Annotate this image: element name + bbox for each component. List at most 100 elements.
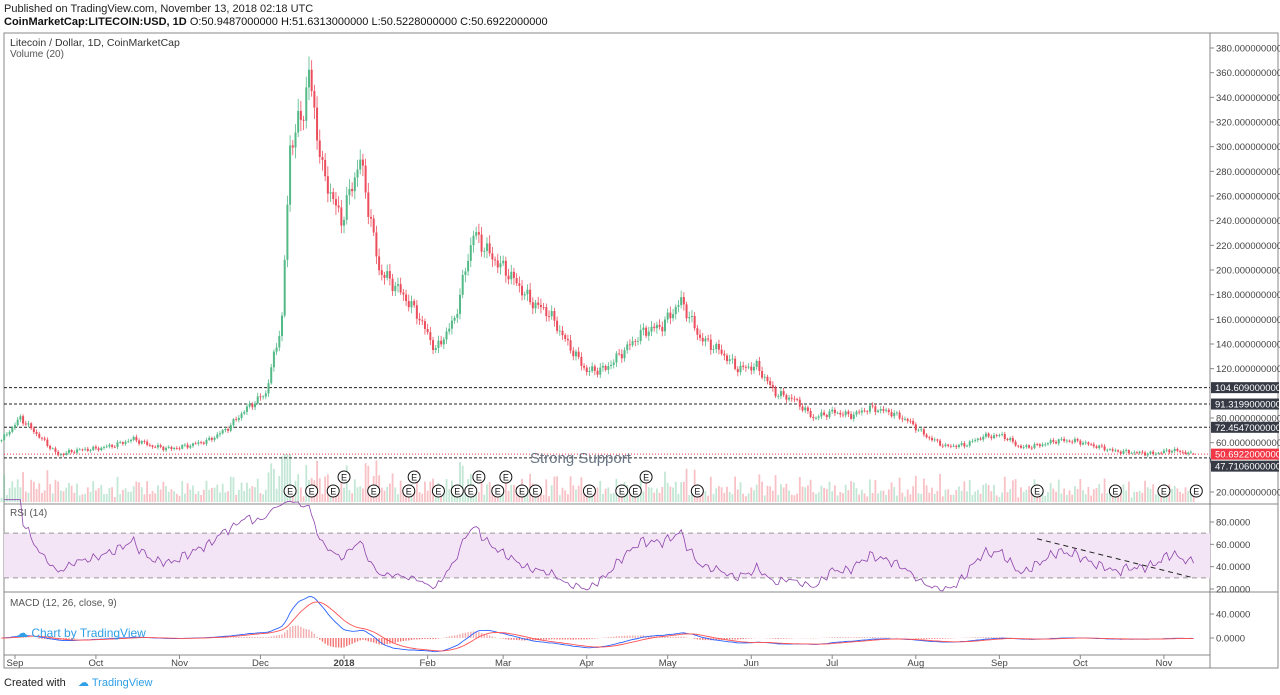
candle-body — [820, 412, 823, 417]
volume-bar — [904, 496, 906, 502]
volume-bar — [869, 479, 871, 502]
candle-body — [461, 274, 464, 295]
candle-body — [866, 411, 869, 413]
candle-body — [645, 327, 648, 336]
candle-body — [281, 315, 284, 337]
macd-histogram-bar — [661, 636, 663, 638]
volume-bar — [1017, 497, 1020, 502]
candle-body — [553, 311, 556, 321]
volume-bar — [24, 491, 27, 502]
earnings-event-label: E — [406, 487, 412, 497]
earnings-event-label: E — [1193, 487, 1199, 497]
macd-histogram-bar — [394, 638, 396, 643]
price-tick-label: 220.0000000000 — [1216, 241, 1280, 252]
volume-bar — [575, 489, 577, 502]
macd-histogram-bar — [254, 637, 256, 638]
candle-body — [874, 406, 877, 413]
volume-bar — [566, 494, 569, 502]
macd-histogram-bar — [925, 638, 928, 639]
level-price-tag: 91.3199000000 — [1215, 400, 1280, 411]
volume-bar — [755, 484, 758, 502]
candle-body — [952, 445, 955, 447]
volume-bar — [1157, 492, 1160, 502]
macd-histogram-bar — [869, 636, 871, 638]
candle-body — [661, 326, 664, 332]
candle-body — [84, 448, 87, 450]
volume-bar — [537, 493, 540, 502]
volume-bar — [1071, 494, 1074, 502]
candle-body — [696, 328, 699, 335]
candle-body — [507, 275, 510, 280]
volume-bar — [321, 493, 324, 502]
candle-body — [178, 448, 181, 450]
candle-body — [971, 440, 974, 442]
footer-brand[interactable]: ☁ TradingView — [78, 676, 152, 689]
candle-body — [1030, 447, 1033, 449]
candle-body — [297, 110, 300, 133]
earnings-event-icon — [407, 470, 421, 484]
volume-bar — [1130, 497, 1133, 502]
candle-body — [1063, 438, 1066, 442]
macd-histogram-bar — [623, 635, 626, 638]
candle-body — [27, 423, 30, 425]
macd-histogram-bar — [828, 637, 831, 638]
volume-bar — [1138, 490, 1141, 502]
macd-histogram-bar — [785, 638, 788, 639]
macd-histogram-bar — [613, 636, 615, 638]
candle-body — [939, 440, 942, 446]
volume-bar — [564, 490, 567, 502]
volume-bar — [353, 479, 356, 502]
candle-body — [361, 159, 364, 166]
candle-body — [216, 434, 219, 438]
volume-bar — [796, 493, 799, 502]
macd-histogram-bar — [969, 637, 971, 638]
volume-bar — [1065, 494, 1068, 502]
candle-body — [723, 353, 726, 356]
volume-bar — [944, 489, 947, 502]
macd-histogram-bar — [855, 637, 858, 638]
earnings-event-label: E — [371, 487, 377, 497]
volume-bar — [289, 454, 291, 502]
earnings-event-label: E — [619, 487, 625, 497]
volume-bar — [558, 495, 561, 502]
candle-body — [688, 316, 691, 319]
candle-body — [100, 447, 103, 451]
volume-bar — [186, 483, 189, 502]
candle-body — [35, 432, 38, 434]
macd-histogram-bar — [874, 637, 877, 638]
macd-histogram-bar — [920, 638, 922, 639]
volume-bar — [637, 494, 639, 502]
volume-bar — [65, 487, 68, 502]
macd-histogram-bar — [866, 637, 868, 638]
volume-bar — [1184, 487, 1187, 502]
candle-body — [615, 353, 618, 363]
candle-body — [386, 271, 389, 278]
volume-bar — [488, 482, 491, 502]
macd-histogram-bar — [470, 631, 472, 638]
volume-bar — [170, 489, 173, 502]
price-tick-label: 180.0000000000 — [1216, 290, 1280, 301]
candle-body — [658, 324, 661, 327]
volume-bar — [1049, 482, 1052, 502]
macd-histogram-bar — [257, 636, 259, 638]
macd-histogram-bar — [292, 626, 294, 638]
time-tick-label: Mar — [495, 658, 511, 669]
macd-histogram-bar — [62, 638, 65, 640]
volume-bar — [224, 492, 227, 502]
macd-histogram-bar — [354, 638, 356, 643]
candle-body — [504, 260, 507, 276]
volume-bar — [100, 484, 103, 502]
candle-body — [127, 441, 130, 442]
candle-body — [752, 366, 755, 371]
volume-bar — [364, 463, 367, 502]
volume-bar — [931, 487, 933, 502]
main-pane-title: Litecoin / Dollar, 1D, CoinMarketCap — [10, 37, 180, 49]
volume-bar — [839, 492, 842, 502]
macd-histogram-bar — [27, 637, 30, 638]
volume-bar — [583, 493, 585, 502]
macd-histogram-bar — [723, 638, 726, 640]
volume-bar — [513, 484, 515, 502]
volume-bar — [68, 483, 70, 502]
